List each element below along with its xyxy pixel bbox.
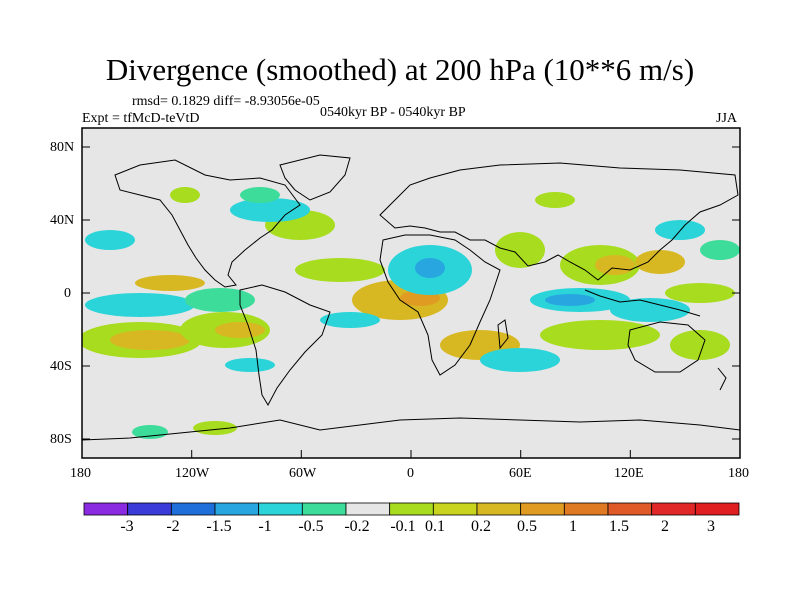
coastline-australia bbox=[627, 321, 706, 373]
stats-text: rmsd= 0.1829 diff= -8.93056e-05 bbox=[132, 94, 320, 109]
lat-label-40s: 40S bbox=[50, 359, 72, 374]
lon-label-120e: 120E bbox=[614, 466, 644, 481]
field-blob bbox=[225, 358, 275, 372]
field-blob bbox=[85, 293, 195, 317]
colorbar-swatch bbox=[563, 502, 609, 516]
field-blob bbox=[295, 258, 385, 282]
field-blob bbox=[135, 275, 205, 291]
coastline-africa bbox=[379, 234, 501, 376]
coastline-maritime bbox=[584, 289, 701, 317]
field-blob bbox=[215, 322, 265, 338]
colorbar bbox=[83, 502, 740, 516]
colorbar-swatch bbox=[170, 502, 216, 516]
field-blob bbox=[700, 240, 740, 260]
field-blob bbox=[635, 250, 685, 274]
field-blob bbox=[240, 187, 280, 203]
colorbar-swatch bbox=[389, 502, 434, 516]
field-blob bbox=[610, 298, 690, 322]
coastline-greenland bbox=[279, 154, 351, 201]
season-label: JJA bbox=[716, 111, 738, 126]
field-blob bbox=[415, 258, 445, 278]
field-blob bbox=[185, 288, 255, 312]
field-blob bbox=[85, 230, 135, 250]
colorbar-swatch bbox=[127, 502, 172, 516]
lon-label-0: 0 bbox=[407, 466, 414, 481]
coastline-south-america bbox=[239, 284, 331, 407]
coastlines bbox=[82, 154, 740, 441]
colorbar-swatch bbox=[520, 502, 565, 516]
field-blob bbox=[665, 283, 735, 303]
divergence-field bbox=[82, 187, 740, 439]
coastline-antarctica bbox=[82, 417, 740, 441]
field-blob bbox=[540, 320, 660, 350]
lon-label-60w: 60W bbox=[289, 466, 317, 481]
lat-label-0: 0 bbox=[64, 286, 71, 301]
field-blob bbox=[545, 294, 595, 306]
colorbar-label: -2 bbox=[166, 518, 180, 535]
colorbar-label: -1.5 bbox=[206, 518, 232, 535]
colorbar-label: 0.1 bbox=[425, 518, 445, 535]
colorbar-label: -0.1 bbox=[390, 518, 416, 535]
colorbar-swatch bbox=[83, 502, 129, 516]
colorbar-swatch bbox=[694, 502, 740, 516]
colorbar-label: -3 bbox=[120, 518, 134, 535]
lon-label-120w: 120W bbox=[175, 466, 210, 481]
colorbar-swatch bbox=[476, 502, 522, 516]
coastline-new-zealand bbox=[717, 367, 727, 391]
colorbar-label: 0.5 bbox=[517, 518, 537, 535]
field-blob bbox=[670, 330, 730, 360]
field-blob bbox=[230, 198, 310, 222]
colorbar-label: 3 bbox=[707, 518, 715, 535]
colorbar-label: 0.2 bbox=[471, 518, 491, 535]
lat-label-80s: 80S bbox=[50, 432, 72, 447]
colorbar-label: -1 bbox=[258, 518, 272, 535]
field-blob bbox=[480, 348, 560, 372]
field-blob bbox=[320, 312, 380, 328]
colorbar-label: -0.5 bbox=[298, 518, 324, 535]
colorbar-label: -0.2 bbox=[344, 518, 370, 535]
field-blob bbox=[193, 421, 237, 435]
lat-label-40n: 40N bbox=[50, 213, 75, 228]
colorbar-label: 1.5 bbox=[609, 518, 629, 535]
lon-label-60e: 60E bbox=[509, 466, 532, 481]
lat-label-80n: 80N bbox=[50, 140, 75, 155]
colorbar-swatch bbox=[651, 502, 696, 516]
period-label: 0540kyr BP - 0540kyr BP bbox=[320, 105, 466, 120]
experiment-label: Expt = tfMcD-teVtD bbox=[82, 111, 200, 126]
colorbar-swatch bbox=[607, 502, 653, 516]
colorbar-label: 1 bbox=[569, 518, 577, 535]
coastline-north-america bbox=[114, 159, 301, 288]
lon-label-180e: 180 bbox=[728, 466, 749, 481]
field-blob bbox=[595, 255, 635, 275]
field-blob bbox=[110, 330, 190, 350]
coastline-eurasia bbox=[379, 162, 739, 281]
colorbar-swatch bbox=[301, 502, 347, 516]
colorbar-swatch bbox=[258, 502, 303, 516]
field-blob bbox=[495, 232, 545, 268]
field-blob bbox=[535, 192, 575, 208]
field-blob bbox=[170, 187, 200, 203]
colorbar-label: 2 bbox=[661, 518, 669, 535]
colorbar-swatch bbox=[345, 502, 391, 516]
coastline-madagascar bbox=[497, 319, 509, 350]
plot-title: Divergence (smoothed) at 200 hPa (10**6 … bbox=[105, 52, 695, 87]
field-blob bbox=[655, 220, 705, 240]
colorbar-swatch bbox=[214, 502, 260, 516]
lon-label-180w: 180 bbox=[70, 466, 91, 481]
colorbar-swatch bbox=[432, 502, 478, 516]
axis-ticks bbox=[81, 146, 741, 458]
